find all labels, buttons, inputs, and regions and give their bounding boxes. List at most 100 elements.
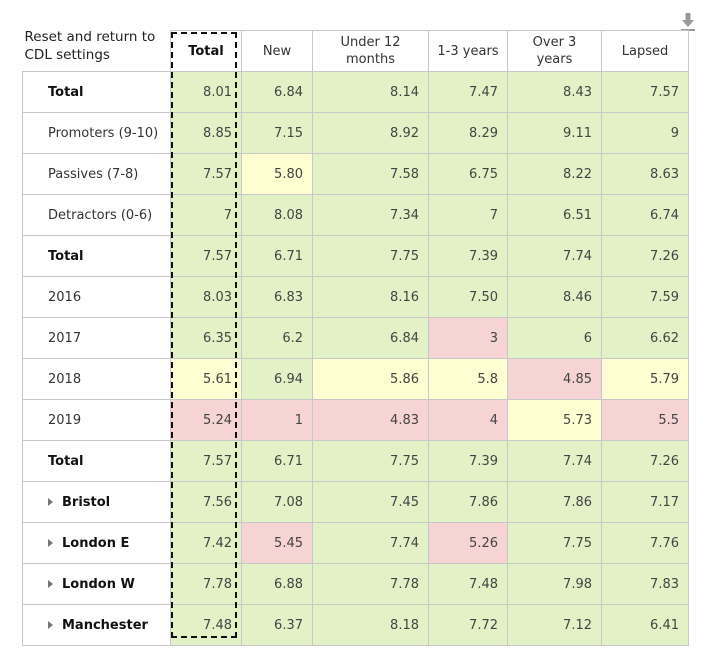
table-row: Total 7.57 6.71 7.75 7.39 7.74 7.26 [22,235,689,277]
col-header-new[interactable]: New [241,30,313,72]
table-row: 2017 6.35 6.2 6.84 3 6 6.62 [22,317,689,359]
value-cell: 7.83 [601,563,689,605]
value-cell: 7.17 [601,481,689,523]
value-cell: 7.45 [312,481,429,523]
value-cell: 8.18 [312,604,429,646]
row-label-expandable[interactable]: Bristol [22,481,171,523]
col-header-over-3-years[interactable]: Over 3 years [507,30,602,72]
row-label: 2016 [22,276,171,318]
value-cell: 7.15 [241,112,313,154]
value-cell: 7.59 [601,276,689,318]
header-row: Reset and return to CDL settings Total N… [23,28,689,72]
row-label-expandable[interactable]: Manchester [22,604,171,646]
value-cell: 5.5 [601,399,689,441]
value-cell: 9.11 [507,112,602,154]
value-cell: 6.37 [241,604,313,646]
row-label-expandable[interactable]: London W [22,563,171,605]
value-cell: 7.42 [170,522,242,564]
value-cell: 6.83 [241,276,313,318]
row-label-text: Bristol [62,494,111,510]
value-cell: 7.74 [507,235,602,277]
value-cell: 7.56 [170,481,242,523]
row-label: Detractors (0-6) [22,194,171,236]
expand-caret-icon[interactable] [48,620,53,629]
value-cell: 8.92 [312,112,429,154]
value-cell: 6.75 [428,153,508,195]
value-cell: 7.48 [428,563,508,605]
table-row: 2019 5.24 1 4.83 4 5.73 5.5 [22,399,689,441]
col-header-under-12-months[interactable]: Under 12 months [312,30,429,72]
value-cell: 6.84 [241,71,313,113]
table-row: Manchester 7.48 6.37 8.18 7.72 7.12 6.41 [22,604,689,646]
row-label: Total [22,71,171,113]
value-cell: 1 [241,399,313,441]
col-header-lapsed[interactable]: Lapsed [601,30,689,72]
table-row: Passives (7-8) 7.57 5.80 7.58 6.75 8.22 … [22,153,689,195]
value-cell: 7.74 [507,440,602,482]
expand-caret-icon[interactable] [48,497,53,506]
row-label: Total [22,440,171,482]
value-cell: 6.71 [241,440,313,482]
value-cell: 7.57 [170,235,242,277]
value-cell: 8.85 [170,112,242,154]
value-cell: 7.75 [507,522,602,564]
value-cell: 7.47 [428,71,508,113]
value-cell: 7.48 [170,604,242,646]
value-cell: 7.78 [170,563,242,605]
value-cell: 6.84 [312,317,429,359]
value-cell: 6.71 [241,235,313,277]
value-cell: 5.80 [241,153,313,195]
value-cell: 7.78 [312,563,429,605]
expand-caret-icon[interactable] [48,579,53,588]
value-cell: 6.51 [507,194,602,236]
value-cell: 6.94 [241,358,313,400]
value-cell: 8.29 [428,112,508,154]
value-cell: 7.34 [312,194,429,236]
value-cell: 5.79 [601,358,689,400]
row-label: 2017 [22,317,171,359]
value-cell: 8.01 [170,71,242,113]
value-cell: 7.26 [601,440,689,482]
table-row: 2018 5.61 6.94 5.86 5.8 4.85 5.79 [22,358,689,400]
value-cell: 7.57 [170,440,242,482]
value-cell: 7.72 [428,604,508,646]
col-header-1-3-years[interactable]: 1-3 years [428,30,508,72]
expand-caret-icon[interactable] [48,538,53,547]
value-cell: 7.58 [312,153,429,195]
value-cell: 4.83 [312,399,429,441]
table-row: 2016 8.03 6.83 8.16 7.50 8.46 7.59 [22,276,689,318]
value-cell: 7.08 [241,481,313,523]
value-cell: 5.86 [312,358,429,400]
value-cell: 5.24 [170,399,242,441]
table-row: Total 7.57 6.71 7.75 7.39 7.74 7.26 [22,440,689,482]
value-cell: 5.73 [507,399,602,441]
value-cell: 6 [507,317,602,359]
value-cell: 9 [601,112,689,154]
row-label: Passives (7-8) [22,153,171,195]
download-icon[interactable] [681,12,695,32]
value-cell: 8.22 [507,153,602,195]
value-cell: 8.16 [312,276,429,318]
value-cell: 7 [428,194,508,236]
table-row: Bristol 7.56 7.08 7.45 7.86 7.86 7.17 [22,481,689,523]
row-label: Promoters (9-10) [22,112,171,154]
col-header-total[interactable]: Total [170,30,242,72]
value-cell: 6.41 [601,604,689,646]
value-cell: 5.61 [170,358,242,400]
value-cell: 5.8 [428,358,508,400]
value-cell: 5.26 [428,522,508,564]
value-cell: 3 [428,317,508,359]
results-table: Reset and return to CDL settings Total N… [22,28,689,646]
value-cell: 8.63 [601,153,689,195]
reset-link[interactable]: Reset and return to CDL settings [24,28,156,63]
value-cell: 7.57 [170,153,242,195]
value-cell: 4 [428,399,508,441]
value-cell: 7.86 [428,481,508,523]
row-label: 2019 [22,399,171,441]
value-cell: 7.26 [601,235,689,277]
value-cell: 8.03 [170,276,242,318]
row-label-text: Manchester [62,617,148,633]
row-label-text: London E [62,535,130,551]
row-label-expandable[interactable]: London E [22,522,171,564]
value-cell: 7.57 [601,71,689,113]
